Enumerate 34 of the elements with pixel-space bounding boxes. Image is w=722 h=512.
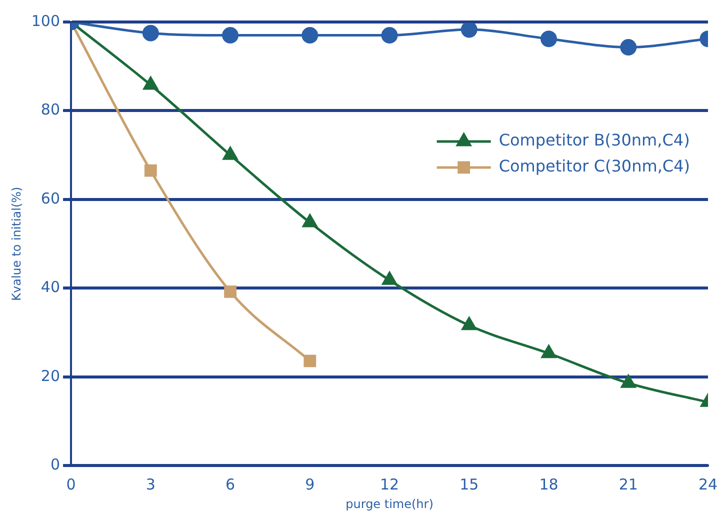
point — [541, 345, 556, 358]
legend-label: Competitor C(30nm,C4) — [498, 156, 690, 176]
x-tick-label: 18 — [539, 475, 558, 494]
x-tick-label: 3 — [146, 475, 156, 494]
x-tick-label: 24 — [698, 475, 718, 494]
x-tick-label: 12 — [380, 475, 400, 494]
point — [382, 272, 397, 285]
point — [460, 22, 478, 38]
x-tick-label: 6 — [226, 475, 236, 494]
point — [620, 39, 637, 56]
y-tick-label: 60 — [40, 189, 60, 208]
y-tick-label: 100 — [31, 12, 60, 30]
point — [540, 30, 558, 48]
y-tick-label: 80 — [40, 100, 60, 119]
y-tick-label: 0 — [50, 455, 60, 474]
point — [621, 374, 636, 388]
point — [462, 317, 476, 330]
x-tick-label: 0 — [66, 475, 76, 494]
y-tick-label: 40 — [40, 278, 60, 296]
x-axis-title: purge time(hr) — [346, 496, 434, 511]
x-tick-label: 21 — [618, 475, 638, 494]
point — [302, 214, 318, 228]
point — [302, 27, 318, 44]
point — [224, 286, 236, 298]
y-tick-label: 20 — [40, 366, 60, 385]
point — [222, 146, 238, 160]
point — [381, 27, 398, 44]
point — [222, 27, 239, 44]
legend-label: Competitor B(30nm,C4) — [498, 130, 690, 150]
x-tick-label: 9 — [305, 475, 315, 494]
x-tick-label: 15 — [460, 475, 479, 494]
y-axis-title: Kvalue to initial(%) — [9, 186, 24, 301]
point — [142, 24, 159, 42]
point — [144, 164, 157, 177]
